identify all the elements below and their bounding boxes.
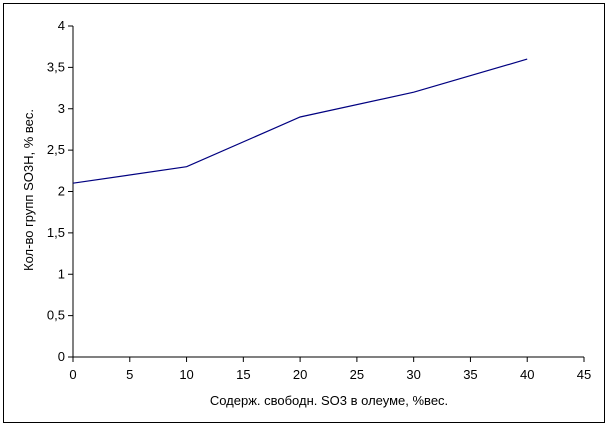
y-tick-label: 3 [58,101,65,116]
y-tick-label: 4 [58,18,65,33]
x-tick-label: 5 [126,367,133,382]
y-tick-label: 1 [58,266,65,281]
series-line [72,58,528,184]
x-tick-label: 25 [350,367,364,382]
chart-frame [3,3,605,423]
x-tick-label: 35 [463,367,477,382]
x-tick-label: 0 [69,367,76,382]
x-tick-label: 30 [406,367,420,382]
x-tick-label: 45 [577,367,591,382]
x-tick-label: 15 [236,367,250,382]
x-tick-label: 40 [520,367,534,382]
y-axis-title: Кол-во групп SO3H, % вес. [21,109,36,271]
series-lines [72,58,528,184]
y-axis: 0 0,5 1 1,5 2 2,5 3 3,5 4 [47,18,74,364]
y-tick-label: 2,5 [47,142,65,157]
y-tick-label: 0 [58,349,65,364]
y-tick-label: 0,5 [47,308,65,323]
y-tick-label: 2 [58,184,65,199]
x-axis: 0 5 10 15 20 25 30 35 40 45 [69,356,591,382]
x-tick-label: 20 [293,367,307,382]
y-tick-label: 3,5 [47,59,65,74]
x-axis-title: Содерж. свободн. SO3 в олеуме, %вес. [210,393,448,408]
y-tick-label: 1,5 [47,225,65,240]
x-tick-label: 10 [179,367,193,382]
